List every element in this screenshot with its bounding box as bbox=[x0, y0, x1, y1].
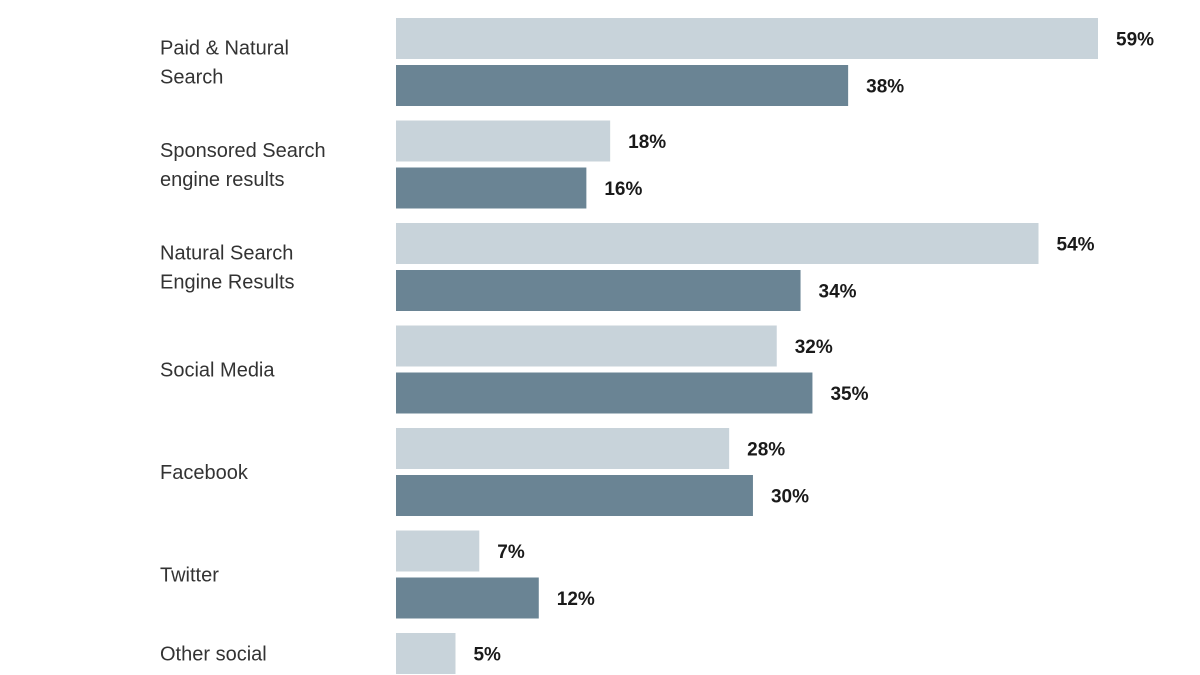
category-label-layer: Paid & Natural Search Sponsored Search engi… bbox=[160, 38, 326, 666]
value-label-dark-0: 38% bbox=[866, 77, 904, 98]
value-label-dark-1: 16% bbox=[604, 179, 642, 200]
category-label-line: engine results bbox=[160, 169, 285, 191]
value-label-light-2: 54% bbox=[1057, 235, 1095, 256]
category-label-4: Facebook bbox=[160, 462, 249, 484]
bar-light-3 bbox=[396, 325, 777, 367]
category-label-6: Other social bbox=[160, 644, 267, 666]
category-label-line: Engine Results bbox=[160, 272, 295, 294]
value-label-light-6: 5% bbox=[473, 645, 501, 666]
bar-light-0 bbox=[396, 18, 1098, 59]
value-label-dark-3: 35% bbox=[830, 384, 868, 405]
bar-light-4 bbox=[396, 428, 730, 469]
value-label-light-5: 7% bbox=[497, 542, 525, 563]
bar-light-1 bbox=[396, 120, 611, 162]
category-label-line: Search bbox=[160, 67, 223, 89]
bar-light-5 bbox=[396, 530, 480, 572]
category-label-1: Sponsored Search engine results bbox=[160, 140, 326, 191]
value-label-light-3: 32% bbox=[795, 337, 833, 358]
bar-dark-2 bbox=[396, 270, 801, 311]
value-label-light-1: 18% bbox=[628, 132, 666, 153]
bar-dark-4 bbox=[396, 475, 753, 516]
bar-light-2 bbox=[396, 223, 1039, 264]
category-label-line: Twitter bbox=[160, 565, 219, 587]
category-label-line: Paid & Natural bbox=[160, 38, 289, 60]
category-label-5: Twitter bbox=[160, 565, 219, 587]
value-label-light-0: 59% bbox=[1116, 30, 1154, 51]
value-label-dark-2: 34% bbox=[819, 282, 857, 303]
category-label-3: Social Media bbox=[160, 360, 275, 382]
category-label-line: Natural Search bbox=[160, 243, 293, 265]
bar-dark-0 bbox=[396, 65, 849, 106]
category-label-0: Paid & Natural Search bbox=[160, 38, 289, 89]
category-label-line: Social Media bbox=[160, 360, 275, 382]
bar-dark-1 bbox=[396, 167, 587, 209]
value-label-light-4: 28% bbox=[747, 440, 785, 461]
bar-dark-3 bbox=[396, 372, 813, 414]
category-label-line: Other social bbox=[160, 644, 267, 666]
category-label-line: Facebook bbox=[160, 462, 249, 484]
value-label-dark-4: 30% bbox=[771, 487, 809, 508]
category-label-2: Natural Search Engine Results bbox=[160, 243, 295, 294]
value-label-dark-5: 12% bbox=[557, 589, 595, 610]
value-label-layer: 59% 38% 18% 16% 54% 34% 32% 35% 28% 30% 7% 12% 5% bbox=[473, 30, 1154, 666]
category-label-line: Sponsored Search bbox=[160, 140, 326, 162]
bar-dark-5 bbox=[396, 577, 539, 619]
bar-light-6 bbox=[396, 633, 456, 674]
bar-layer bbox=[396, 18, 1098, 674]
